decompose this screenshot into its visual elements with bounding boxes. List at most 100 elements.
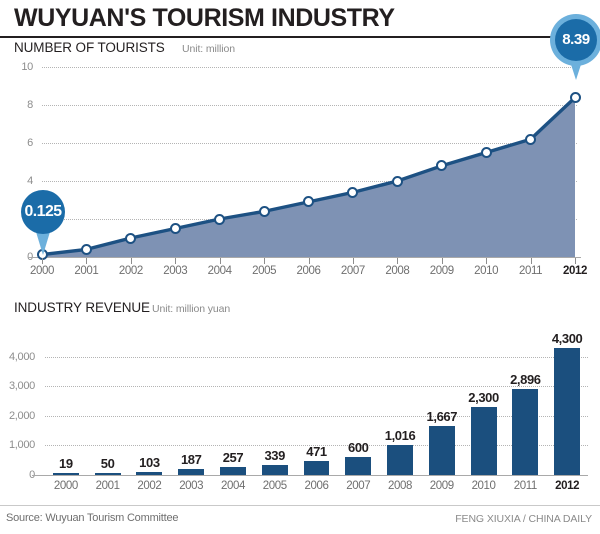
x-axis-tick-label: 2011 [513,480,538,492]
y-axis-tick-label: 2,000 [8,409,35,422]
data-point [258,205,270,217]
x-axis-tick-label: 2004 [207,265,232,277]
bar [512,389,539,475]
x-axis-tick-label: 2008 [385,265,410,277]
bar [303,461,330,475]
y-axis-tick-label: 0 [0,469,35,481]
x-axis-tick-label: 2001 [74,265,99,277]
y-axis-tick-label: 1,000 [8,439,35,452]
x-axis-tick-label: 2002 [137,480,162,492]
data-point [303,196,314,208]
gridline [45,445,588,447]
x-axis-tickmark [352,258,354,264]
gridline [42,143,587,144]
tourists-area-series [40,95,577,257]
bar-value-label: 19 [59,456,73,471]
x-axis-tick-label: 2000 [30,265,54,277]
bar [220,467,246,475]
x-axis-tick-label: 2005 [262,480,287,492]
revenue-unit-label: Unit: million yuan [152,303,231,315]
x-axis-tickmark [175,258,177,264]
x-axis-tick-label: 2002 [118,265,143,277]
x-axis-tick-label: 2001 [95,480,120,492]
gridline [45,415,588,417]
bar-value-label: 600 [348,440,369,456]
x-axis-tick-label: 2008 [388,480,413,492]
x-axis-tickmark [219,258,221,264]
gridline [42,105,587,106]
data-point [436,160,448,172]
x-axis-tickmark [86,258,88,264]
bar [470,407,497,475]
bar-value-label: 4,300 [551,330,583,346]
bar-value-label: 339 [264,447,285,463]
gridline [42,181,587,182]
x-axis-tickmark [530,258,532,264]
plot-right-margin [577,52,600,256]
x-axis-line [28,257,581,258]
x-axis-tick-label: 2000 [53,480,78,492]
data-point [391,175,403,187]
bar [554,347,581,475]
bar-value-label: 2,896 [510,372,541,388]
x-axis-tick-label: 2010 [471,480,496,492]
header-divider [0,36,600,38]
x-axis-tickmark [264,258,266,264]
x-axis-tick-label: 2012 [563,265,587,277]
x-axis-tickmark [441,258,443,264]
footer-divider [0,505,600,506]
credit-note: FENG XIUXIA / CHINA DAILY [455,513,592,525]
data-point [169,223,181,234]
y-axis-tick-label: 4 [27,175,33,187]
bar [345,457,372,475]
x-axis-tickmark [397,258,399,264]
gridline [45,386,588,388]
x-axis-tick-label: 2007 [340,265,365,277]
revenue-section-heading: INDUSTRY REVENUE [14,300,150,315]
x-axis-tick-label: 2011 [519,265,543,277]
x-axis-tick-label: 2009 [429,480,454,492]
x-axis-tick-label: 2010 [474,265,499,277]
area-fill [42,97,575,257]
page-title: WUYUAN'S TOURISM INDUSTRY [14,4,395,32]
x-axis-tick-label: 2004 [220,480,245,492]
y-axis-tick-label: 3,000 [8,380,35,393]
y-axis-tick-label: 8 [27,99,33,111]
bar-value-label: 471 [306,444,327,460]
x-axis-tick-label: 2003 [179,480,204,492]
gridline [42,67,587,68]
gridline [45,356,588,358]
bar [52,473,79,475]
bar-value-label: 103 [139,454,160,470]
bar [136,471,163,475]
data-point [347,186,359,198]
x-axis-tick-label: 2012 [555,480,580,492]
tourists-section-heading: NUMBER OF TOURISTS [14,40,165,55]
x-axis-tick-label: 2005 [252,265,277,277]
x-axis-tick-label: 2006 [304,480,329,492]
data-point [480,147,492,158]
bar-value-label: 50 [100,456,115,471]
data-point [569,92,581,104]
bar-value-label: 1,016 [384,427,416,443]
x-axis-tickmark [575,258,576,264]
callout-value: 8.39 [555,18,597,61]
bar-value-label: 187 [180,452,202,468]
y-axis-tick-label: 6 [27,137,33,149]
bar [387,444,413,475]
data-point [525,133,537,145]
bar-value-label: 2,300 [468,390,499,406]
x-axis-tick-label: 2009 [429,265,454,277]
x-axis-tickmark [486,258,488,264]
x-axis-tickmark [42,258,43,264]
bar-value-label: 1,667 [426,408,458,424]
x-axis-tickmark [308,258,310,264]
x-axis-tick-label: 2003 [163,265,188,277]
bar [261,464,288,475]
data-point [80,243,92,255]
data-point [214,213,226,225]
data-point [125,232,137,244]
y-axis-tick-label: 4,000 [8,350,35,363]
x-axis-tick-label: 2006 [296,265,321,277]
callout-value: 0.125 [21,189,65,234]
